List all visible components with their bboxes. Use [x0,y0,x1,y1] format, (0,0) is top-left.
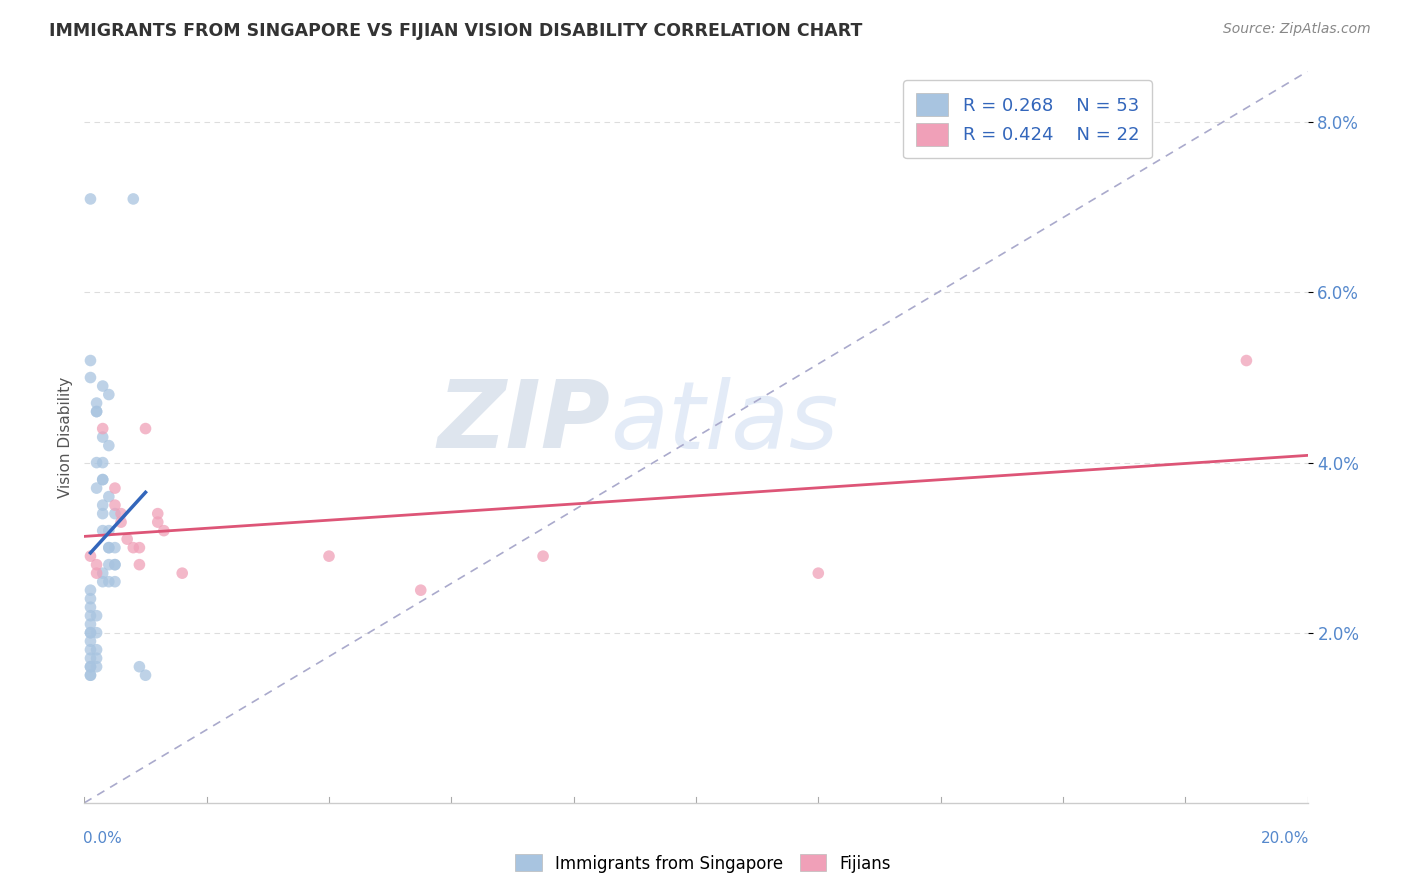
Point [91,379,114,393]
Point [97,490,120,504]
Point [128,558,150,572]
Point [86,651,108,665]
Point [104,507,127,521]
Point [79,583,101,598]
Point [153,524,176,538]
Point [122,541,145,555]
Point [146,515,169,529]
Point [86,566,108,581]
Point [79,353,101,368]
Point [104,481,127,495]
Point [79,651,101,665]
Point [531,549,554,563]
Point [79,608,101,623]
Point [86,404,108,418]
Point [79,625,101,640]
Point [86,608,108,623]
Point [135,668,157,682]
Point [91,421,114,435]
Point [86,625,108,640]
Point [86,456,108,470]
Point [91,574,114,589]
Point [91,473,114,487]
Point [104,574,127,589]
Point [79,634,101,648]
Point [1236,353,1258,368]
Point [86,396,108,410]
Point [97,574,120,589]
Point [115,532,138,546]
Text: ZIP: ZIP [437,376,610,468]
Point [79,192,101,206]
Point [318,549,340,563]
Point [91,524,114,538]
Point [79,600,101,615]
Point [409,583,432,598]
Point [97,541,120,555]
Point [807,566,830,581]
Point [86,404,108,418]
Point [91,473,114,487]
Point [128,659,150,673]
Point [86,642,108,657]
Point [91,430,114,444]
Point [104,558,127,572]
Point [128,541,150,555]
Point [104,558,127,572]
Point [79,370,101,384]
Point [110,515,132,529]
Point [86,481,108,495]
Legend: R = 0.268    N = 53, R = 0.424    N = 22: R = 0.268 N = 53, R = 0.424 N = 22 [903,80,1152,159]
Legend: Immigrants from Singapore, Fijians: Immigrants from Singapore, Fijians [508,847,898,880]
Point [79,659,101,673]
Point [91,566,114,581]
Point [135,421,157,435]
Point [97,541,120,555]
Point [86,659,108,673]
Point [172,566,194,581]
Text: atlas: atlas [610,377,838,468]
Point [86,558,108,572]
Text: IMMIGRANTS FROM SINGAPORE VS FIJIAN VISION DISABILITY CORRELATION CHART: IMMIGRANTS FROM SINGAPORE VS FIJIAN VISI… [49,22,863,40]
Point [97,524,120,538]
Point [122,192,145,206]
Point [110,507,132,521]
Point [79,549,101,563]
Point [97,439,120,453]
Point [79,591,101,606]
Point [79,659,101,673]
Point [97,387,120,401]
Point [79,617,101,632]
Y-axis label: Vision Disability: Vision Disability [58,376,73,498]
Text: Source: ZipAtlas.com: Source: ZipAtlas.com [1223,22,1371,37]
Point [79,642,101,657]
Point [104,541,127,555]
Text: 0.0%: 0.0% [83,831,122,846]
Point [104,498,127,512]
Point [91,456,114,470]
Point [97,558,120,572]
Point [79,668,101,682]
Point [146,507,169,521]
Point [79,625,101,640]
Point [91,507,114,521]
Point [91,498,114,512]
Text: 20.0%: 20.0% [1260,831,1309,846]
Point [79,668,101,682]
